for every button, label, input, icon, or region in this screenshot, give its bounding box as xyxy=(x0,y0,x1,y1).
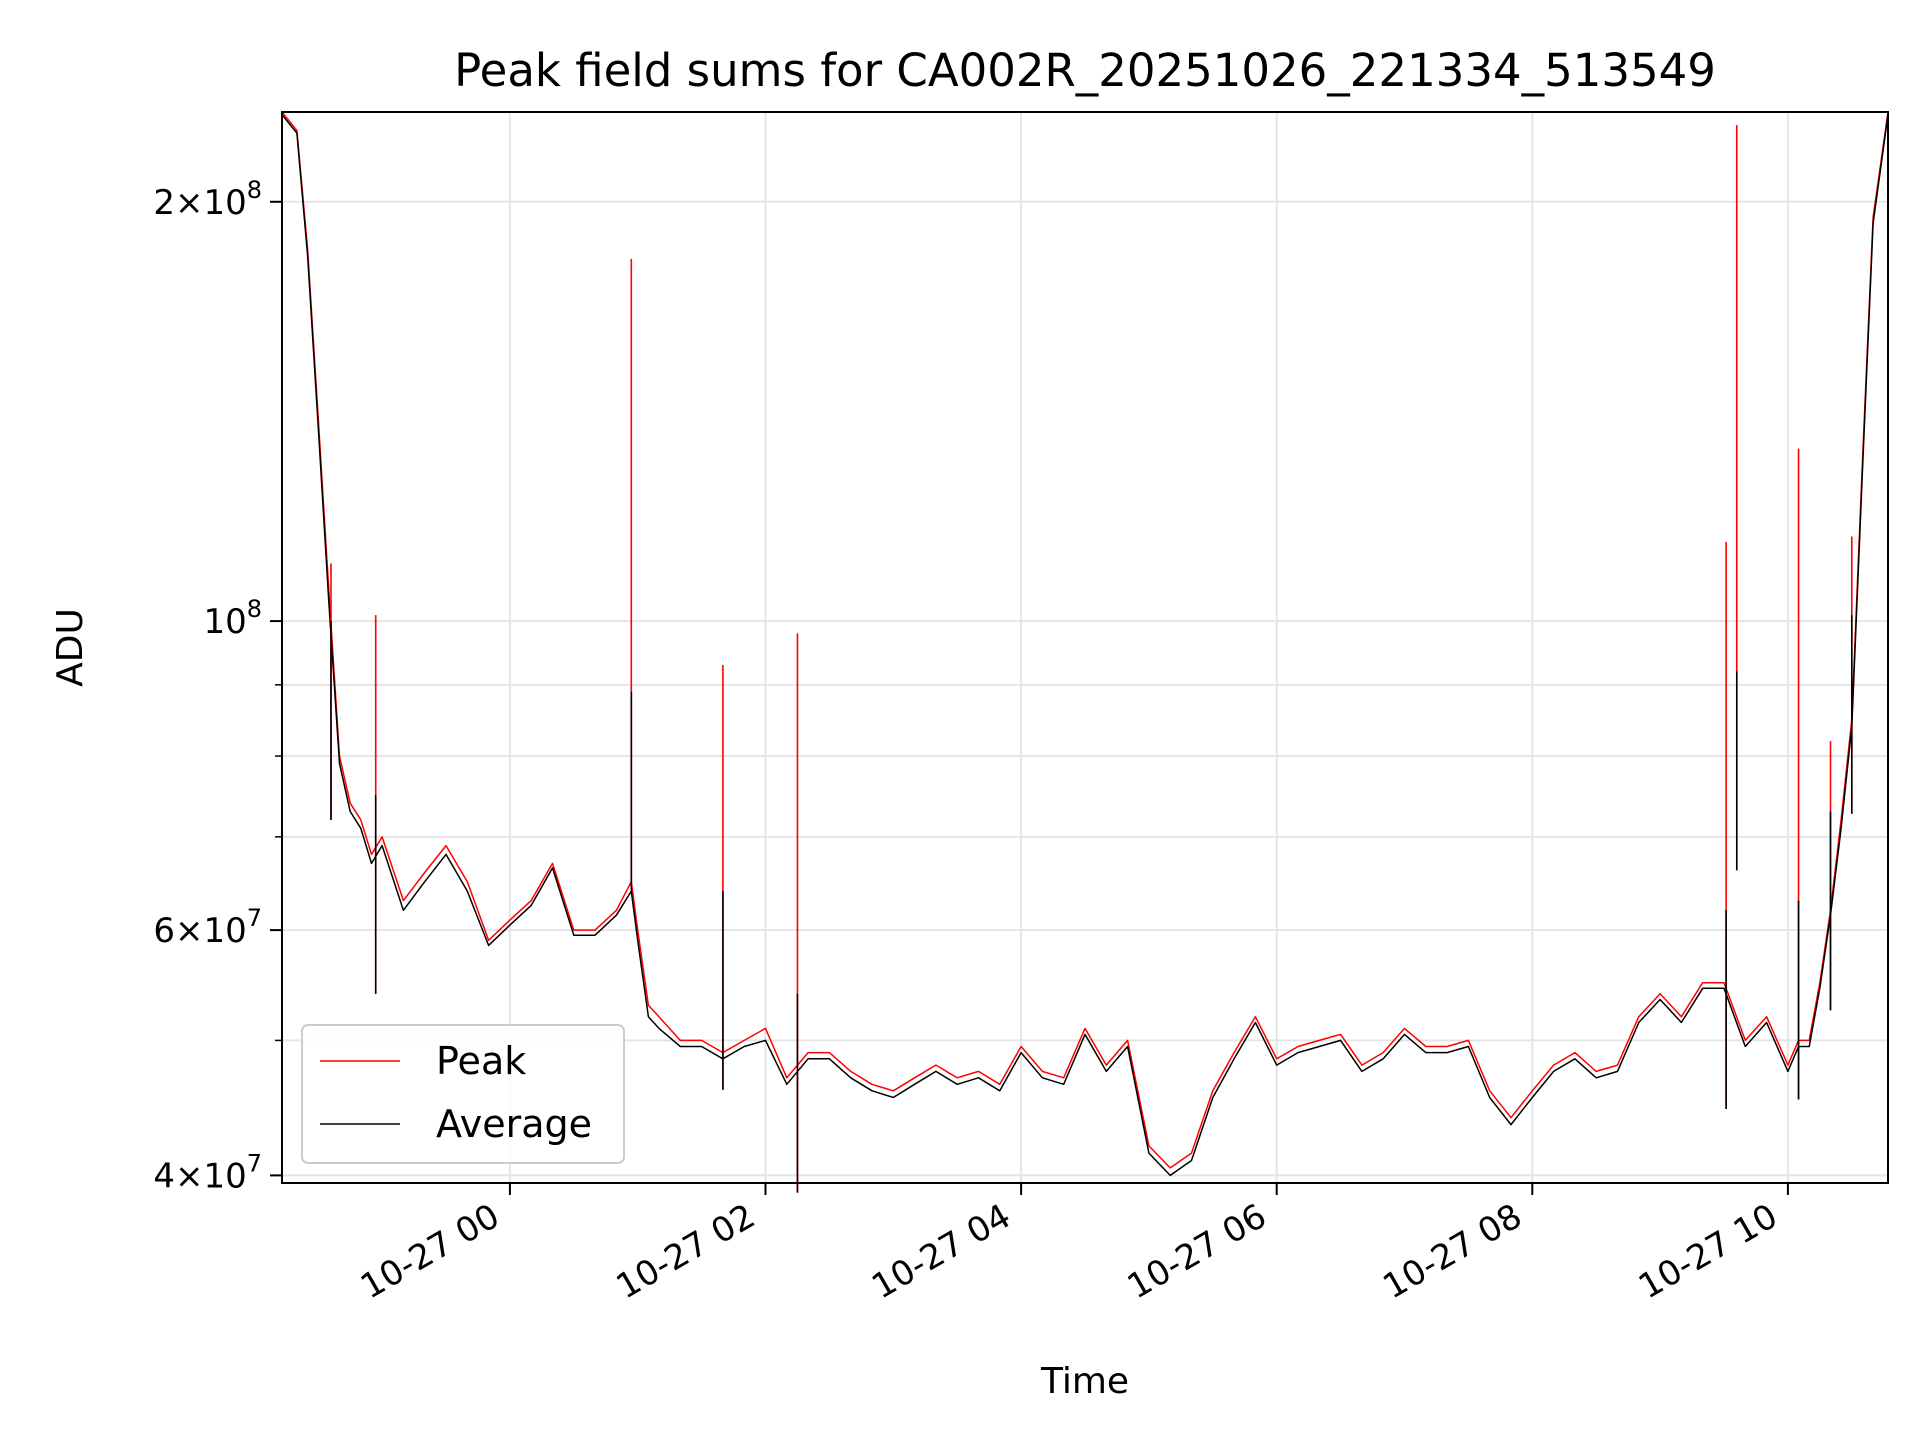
legend-box xyxy=(301,1024,625,1164)
x-tick-label: 10-27 04 xyxy=(865,1196,1017,1307)
y-tick-label: 108 xyxy=(203,595,262,642)
x-tick-label: 10-27 02 xyxy=(610,1196,762,1307)
y-tick-label: 2×108 xyxy=(153,176,262,223)
x-axis-label: Time xyxy=(1040,1361,1129,1402)
legend: Peak Average xyxy=(301,1024,625,1164)
chart-title: Peak field sums for CA002R_20251026_2213… xyxy=(454,44,1716,97)
plot-area xyxy=(281,111,1889,1193)
grid xyxy=(282,112,1888,1183)
x-axis: 10-27 00 10-27 02 10-27 04 10-27 06 10-27 08… xyxy=(354,1183,1789,1307)
legend-label-peak: Peak xyxy=(436,1039,526,1083)
x-tick-label: 10-27 06 xyxy=(1121,1196,1273,1307)
y-axis: 4×107 6×107 108 2×108 xyxy=(153,176,282,1196)
series-line-average xyxy=(281,114,1889,1177)
legend-label-average: Average xyxy=(436,1102,592,1146)
y-tick-label: 4×107 xyxy=(153,1149,262,1196)
plot-frame xyxy=(281,111,1889,1184)
x-tick-label: 10-27 08 xyxy=(1376,1196,1528,1307)
x-tick-label: 10-27 00 xyxy=(354,1196,506,1307)
x-tick-label: 10-27 10 xyxy=(1632,1196,1784,1307)
y-tick-label: 6×107 xyxy=(153,904,262,951)
y-axis-label: ADU xyxy=(50,608,91,687)
series-line-peak xyxy=(281,111,1889,1169)
